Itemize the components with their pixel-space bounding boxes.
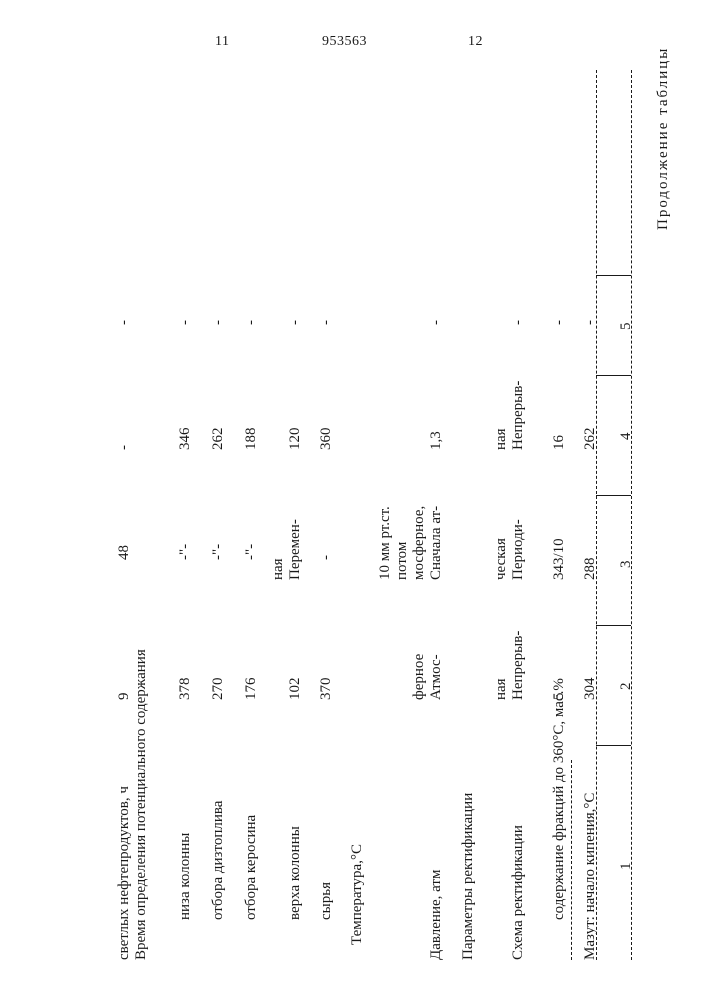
r1-label: Мазут: начало кипения,°С	[582, 793, 599, 960]
r6c-label: отбора керосина	[243, 815, 260, 920]
r7-c4: -	[116, 445, 133, 450]
r6e-c3: -"-	[177, 544, 194, 560]
r3-c4: Непрерыв-	[510, 381, 527, 450]
r2-c3: 343/10	[551, 538, 568, 580]
r6b-c4: 120	[287, 428, 304, 451]
r6c-c4: 188	[243, 428, 260, 451]
r3-label: Схема ректификации	[510, 825, 527, 960]
r5-c2: Атмос-	[428, 654, 445, 700]
r7-label-b: светлых нефтепродуктов, ч	[116, 786, 133, 960]
r6e-label: низа колонны	[177, 833, 194, 920]
r2-c5: -	[551, 320, 568, 325]
r6a-label: сырья	[318, 882, 335, 920]
r3-c4b: ная	[493, 428, 510, 450]
r5-c3c: потом	[394, 542, 411, 580]
r5-c4: 1,3	[428, 431, 445, 450]
r6e-c4: 346	[177, 428, 194, 451]
r5-label: Давление, атм	[428, 870, 445, 960]
r6-label: Температура,°С	[349, 844, 366, 945]
document-number: 953563	[322, 34, 367, 50]
r6b-c2: 102	[287, 678, 304, 701]
scanned-page: { "header": { "page_left": "11", "doc_nu…	[0, 0, 707, 1000]
r3-c2: Непрерыв-	[510, 631, 527, 700]
r3-c5: -	[510, 320, 527, 325]
r7-c3: 48	[116, 545, 133, 560]
r1-c3: 288	[582, 558, 599, 581]
col-header-4: 4	[618, 433, 635, 441]
page-number-right: 12	[468, 34, 483, 50]
page-number-left: 11	[215, 34, 229, 50]
rule-row1	[571, 760, 572, 960]
r6e-c5: -	[177, 320, 194, 325]
r6b-label: верха колонны	[287, 826, 304, 920]
col-header-1: 1	[618, 863, 635, 871]
r6a-c3: -	[318, 555, 335, 560]
col-sep-3-4a	[596, 495, 631, 496]
col-sep-4-5a	[596, 375, 631, 376]
r3-c3b: ческая	[493, 538, 510, 580]
r4-label: Параметры ректификации	[460, 793, 477, 960]
r1-c5: -	[582, 320, 599, 325]
r2-c4: 16	[551, 435, 568, 450]
col-header-2: 2	[618, 683, 635, 691]
col-sep-5-end	[596, 275, 631, 276]
r6b-c3: Перемен-	[287, 519, 304, 580]
r6b-c5: -	[287, 320, 304, 325]
r6d-c3: -"-	[210, 544, 227, 560]
r5-c3b: мосферное,	[411, 506, 428, 580]
r5-c3d: 10 мм рт.ст.	[377, 506, 394, 580]
r3-c2b: ная	[493, 678, 510, 700]
r6b-c3b: ная	[270, 558, 287, 580]
r5-c5: -	[428, 320, 445, 325]
col-sep-1-2a	[596, 745, 631, 746]
r6a-c4: 360	[318, 428, 335, 451]
col-header-5: 5	[618, 323, 635, 331]
r6d-c2: 270	[210, 678, 227, 701]
r6d-c5: -	[210, 320, 227, 325]
col-sep-2-3a	[596, 625, 631, 626]
r1-c2: 304	[582, 678, 599, 701]
r5-c3: Сначала ат-	[428, 506, 445, 580]
r6c-c2: 176	[243, 678, 260, 701]
rule-top	[631, 70, 632, 960]
r2-label: содержание фракций до 360°С, мас.%	[551, 678, 568, 920]
r7-label-a: Время определения потенциального содержа…	[133, 649, 150, 960]
r6a-c2: 370	[318, 678, 335, 701]
r6d-c4: 262	[210, 428, 227, 451]
r7-c2: 9	[116, 693, 133, 701]
r6a-c5: -	[318, 320, 335, 325]
r6e-c2: 378	[177, 678, 194, 701]
r3-c3: Периоди-	[510, 519, 527, 580]
r1-c4: 262	[582, 428, 599, 451]
r6d-label: отбора дизтоплива	[210, 801, 227, 920]
r2-c2: 5	[551, 693, 568, 701]
r6c-c5: -	[243, 320, 260, 325]
col-header-3: 3	[618, 561, 635, 569]
table-caption: Продолжение таблицы	[655, 47, 672, 230]
r6c-c3: -"-	[243, 544, 260, 560]
r7-c5: -	[116, 320, 133, 325]
r5-c2b: ферное	[411, 654, 428, 700]
